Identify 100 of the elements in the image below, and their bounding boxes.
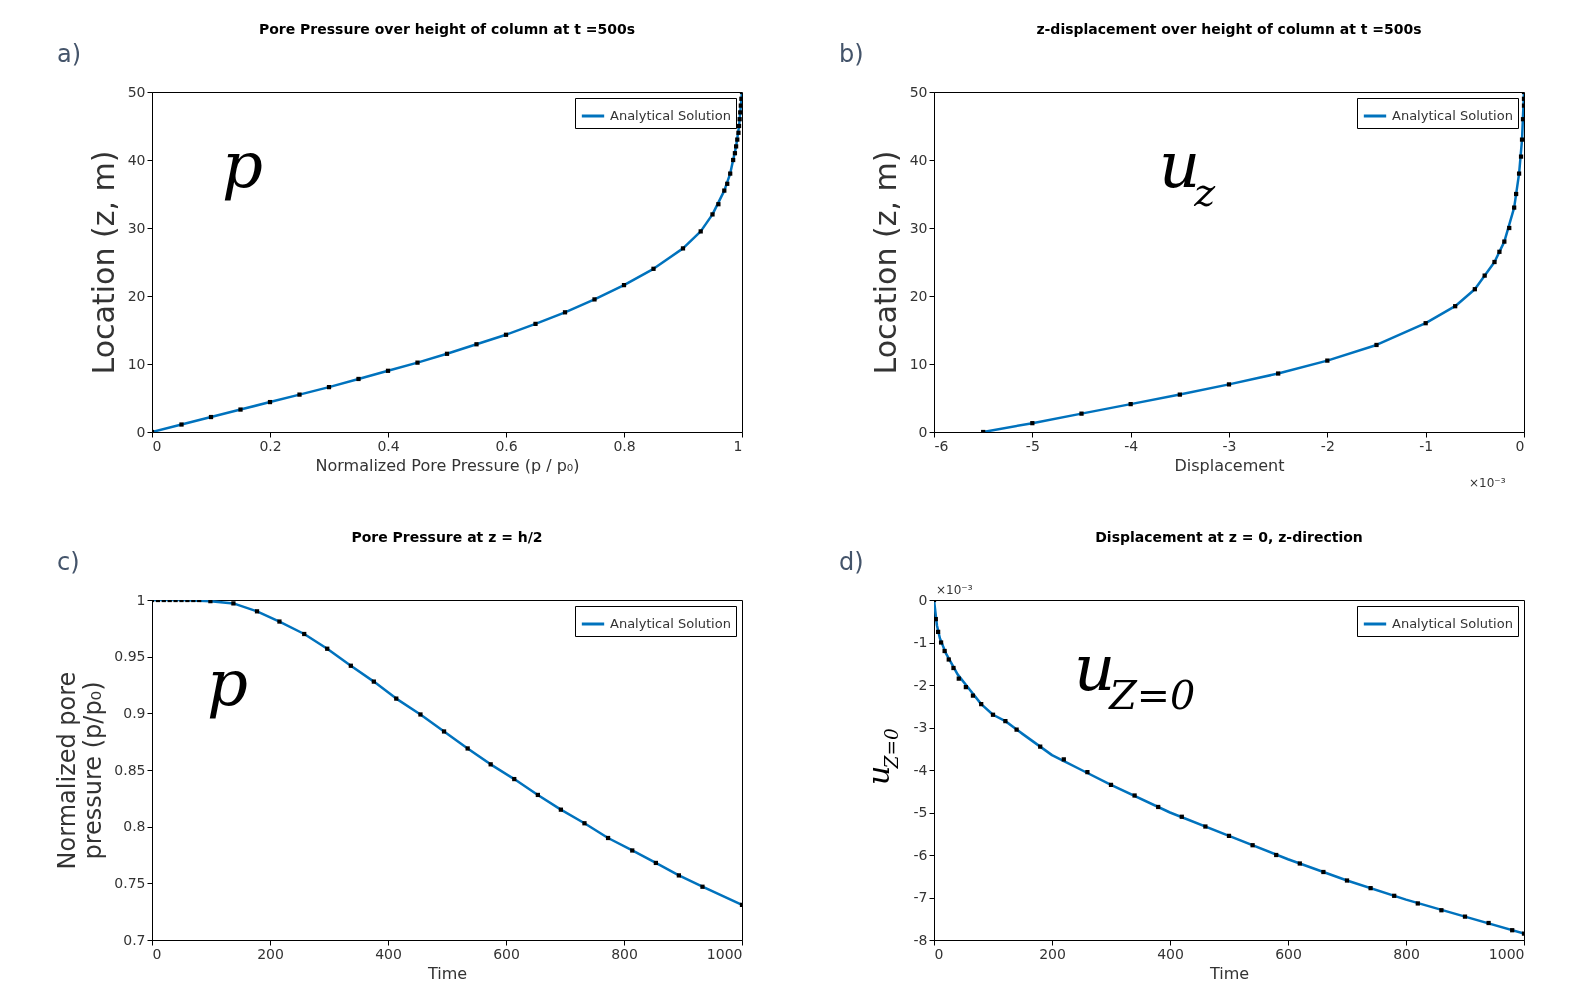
chart-title: Pore Pressure over height of column at t =500s <box>258 21 636 37</box>
point <box>173 600 178 603</box>
point <box>533 321 538 326</box>
y-tick-label: -1 <box>913 634 928 650</box>
point <box>1439 908 1444 913</box>
point <box>1014 727 1019 732</box>
y-tick-label: -5 <box>913 804 928 820</box>
y-tick-label: 40 <box>127 151 146 168</box>
x-tick-label: 600 <box>493 945 520 962</box>
x-tick-label: 0 <box>152 437 162 454</box>
x-tick-label: -3 <box>1222 437 1237 454</box>
y-tick-label: -7 <box>913 889 928 905</box>
point <box>415 360 420 365</box>
point <box>736 130 741 135</box>
point <box>1482 273 1487 278</box>
point <box>722 188 727 193</box>
point <box>297 392 302 397</box>
point <box>710 212 715 217</box>
point <box>735 137 740 142</box>
legend-label: Analytical Solution <box>610 108 731 123</box>
y-tick-label: 30 <box>127 219 146 236</box>
x-axis-title: Time <box>1208 963 1250 983</box>
y-tick-label: 1 <box>136 591 146 608</box>
point <box>277 619 282 624</box>
point <box>465 746 470 751</box>
y-tick-label: 0 <box>918 591 928 608</box>
annotation: p <box>207 646 248 720</box>
point <box>951 665 956 671</box>
point <box>1486 920 1491 926</box>
point <box>680 246 686 251</box>
y-tick-label: 0 <box>136 423 146 440</box>
point <box>185 600 190 603</box>
point <box>1003 719 1008 724</box>
y-tick-label: -8 <box>913 931 928 948</box>
point <box>946 657 951 662</box>
point <box>1297 861 1302 866</box>
y-tick-label: 10 <box>909 355 928 372</box>
x-tick-label: 200 <box>257 945 284 962</box>
x-tick-label: 0.6 <box>495 437 518 454</box>
x-tick-label: 0.4 <box>377 437 400 454</box>
y-tick-label: 20 <box>909 287 928 304</box>
point <box>592 297 597 302</box>
point <box>1276 371 1281 376</box>
point <box>934 617 938 622</box>
point <box>1085 770 1090 775</box>
y-axis-title: Normalized pore pressure (p/p₀) <box>53 671 108 870</box>
x-tick-label: -5 <box>1025 437 1040 454</box>
x-tick-label: 600 <box>1275 945 1302 962</box>
point <box>1321 869 1326 875</box>
y-tick-label: 30 <box>909 219 928 236</box>
text: b) <box>839 40 864 68</box>
point <box>1132 793 1137 798</box>
point <box>733 144 739 149</box>
point <box>394 696 399 701</box>
y-tick-label: 50 <box>127 83 146 100</box>
annotation: p <box>222 128 263 202</box>
x-tick-label: 400 <box>375 945 402 962</box>
point <box>942 648 947 654</box>
y-tick-label: 0.9 <box>123 704 146 721</box>
x-tick-label: 0 <box>152 945 162 962</box>
y-tick-label: 0.75 <box>114 874 146 891</box>
point <box>1521 103 1524 108</box>
text: d) <box>839 548 864 576</box>
point <box>651 266 656 271</box>
point <box>1203 824 1208 829</box>
text: ×10⁻³ <box>1469 476 1506 490</box>
y-axis-title: Location (z, m) <box>85 150 121 375</box>
y-tick-label: 20 <box>127 287 146 304</box>
point <box>676 873 681 878</box>
x-tick-label: 1000 <box>1488 945 1525 962</box>
y-tick-label: 0.7 <box>123 931 146 948</box>
x-tick-label: -6 <box>934 437 949 454</box>
point <box>356 376 361 382</box>
point <box>1250 843 1255 848</box>
text: c) <box>57 548 80 576</box>
point <box>418 712 423 717</box>
text: a) <box>57 40 82 68</box>
y-tick-label: 40 <box>909 151 928 168</box>
point <box>1518 154 1524 159</box>
point <box>700 884 705 889</box>
point <box>179 422 184 427</box>
point <box>1344 878 1350 883</box>
x-axis-title: Time <box>426 963 468 983</box>
point <box>441 729 447 734</box>
point <box>739 96 742 101</box>
point <box>1368 886 1373 891</box>
point <box>738 103 742 108</box>
text: ×10⁻³ <box>936 583 973 597</box>
point <box>474 342 479 347</box>
x-tick-label: 0.2 <box>259 437 282 454</box>
line-series <box>934 600 1524 935</box>
point <box>728 171 733 176</box>
point <box>1226 382 1232 387</box>
point <box>371 679 376 684</box>
x-axis-title: Normalized Pore Pressure (p / p₀) <box>315 455 580 475</box>
y-tick-label: 0.95 <box>114 648 146 665</box>
point <box>1177 392 1182 397</box>
y-tick-label: 0.85 <box>114 761 146 778</box>
point <box>238 407 243 412</box>
point <box>1492 259 1497 265</box>
